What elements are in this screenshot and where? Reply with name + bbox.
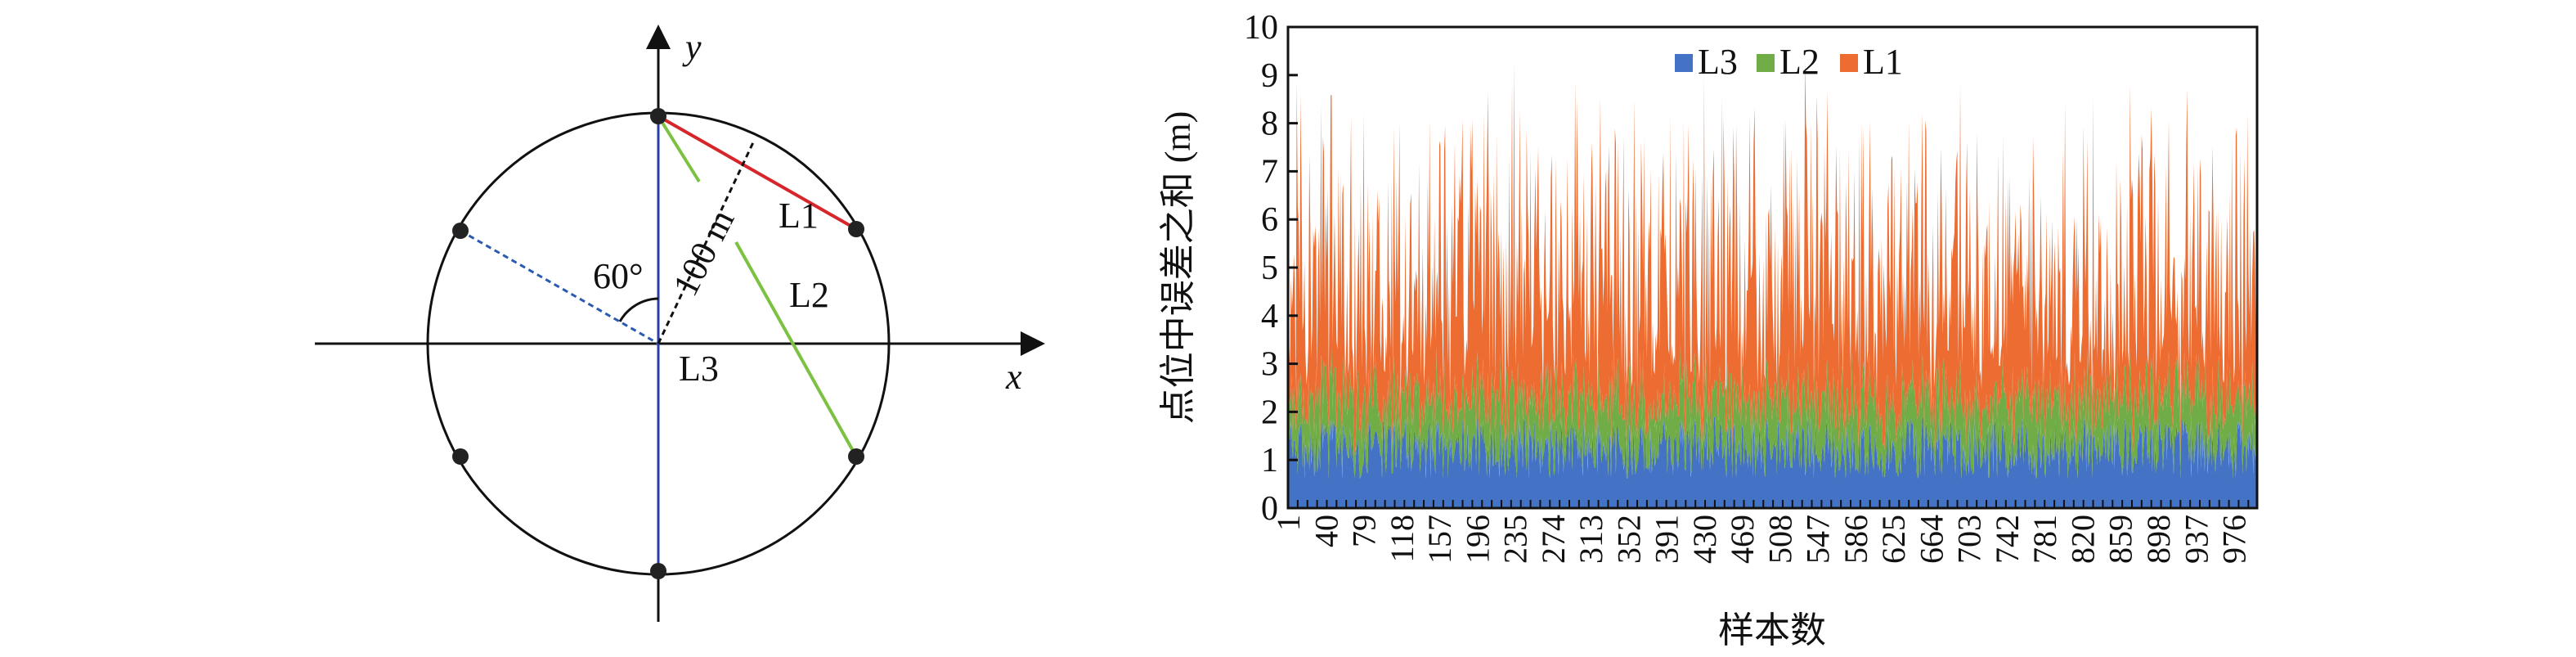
angle-arc	[618, 297, 659, 322]
x-tick-label: 79	[1346, 515, 1383, 547]
x-tick-label: 274	[1535, 515, 1572, 564]
area-L3	[1288, 416, 2257, 508]
y-tick-label: 7	[1261, 153, 1278, 191]
y-tick-label: 1	[1261, 442, 1278, 479]
legend-label-L2: L2	[1779, 42, 1820, 82]
y-tick-label: 3	[1261, 346, 1278, 384]
x-tick-label: 625	[1875, 515, 1912, 564]
y-tick-label: 2	[1261, 394, 1278, 431]
x-tick-label: 1	[1270, 515, 1307, 531]
x-tick-label: 157	[1421, 515, 1458, 564]
point-lower-left	[452, 448, 469, 465]
area-L2	[1288, 344, 2257, 479]
x-tick-label: 313	[1573, 515, 1609, 564]
legend-swatch-L1	[1840, 54, 1858, 72]
y-tick-label: 10	[1244, 9, 1278, 47]
x-tick-label: 40	[1308, 515, 1344, 547]
y-axis-ticks: 0 1 2 3 4 5 6 7 8 9 10	[1244, 9, 1298, 528]
label-L2: L2	[789, 275, 829, 315]
x-tick-label: 508	[1761, 515, 1798, 564]
point-bottom	[650, 563, 666, 579]
y-axis-title: 点位中误差之和 (m)	[1158, 111, 1198, 425]
dashed-radius-left	[460, 229, 659, 345]
x-tick-label: 976	[2216, 515, 2253, 564]
dashed-radius-right	[657, 140, 756, 344]
x-tick-label: 586	[1838, 515, 1874, 564]
line-L1	[657, 115, 857, 231]
point-upper-right	[848, 221, 864, 237]
label-L1: L1	[779, 196, 819, 236]
x-tick-label: 781	[2026, 515, 2063, 564]
x-tick-label: 118	[1384, 515, 1420, 563]
x-tick-label: 742	[1989, 515, 2026, 564]
y-axis-label: y	[682, 27, 702, 67]
x-tick-label: 430	[1686, 515, 1723, 564]
x-tick-label: 235	[1497, 515, 1534, 564]
legend-label-L3: L3	[1698, 42, 1738, 82]
x-tick-label: 469	[1724, 515, 1761, 564]
x-tick-label: 547	[1800, 515, 1837, 564]
x-axis-ticks: 1 40 79 118 157 196 235 274 313 352 391 430 469 508 54…	[1270, 500, 2253, 564]
legend-swatch-L2	[1757, 54, 1775, 72]
y-tick-label: 8	[1261, 106, 1278, 143]
point-lower-right	[848, 448, 864, 465]
legend-swatch-L3	[1675, 54, 1693, 72]
point-upper-left	[452, 223, 469, 239]
y-tick-label: 0	[1261, 490, 1278, 528]
x-tick-label: 859	[2103, 515, 2139, 564]
radius-label: 100 m	[665, 203, 742, 302]
x-axis-label: x	[1005, 357, 1022, 397]
line-L2-lower	[734, 241, 858, 457]
x-tick-label: 352	[1610, 515, 1647, 564]
label-L3: L3	[679, 349, 719, 389]
x-tick-label: 937	[2178, 515, 2215, 564]
line-L2-upper	[657, 115, 701, 183]
angle-label: 60°	[593, 256, 644, 296]
x-axis-title: 样本数	[1718, 610, 1826, 650]
y-tick-label: 5	[1261, 250, 1278, 287]
y-tick-label: 4	[1261, 298, 1278, 335]
x-tick-label: 820	[2064, 515, 2101, 564]
x-tick-label: 898	[2140, 515, 2177, 564]
y-tick-label: 6	[1261, 201, 1278, 239]
geometry-diagram: y x 60° 100 m L1 L2 L3	[315, 25, 1045, 622]
point-top	[650, 108, 666, 124]
plot-areas	[1288, 61, 2257, 508]
y-tick-label: 9	[1261, 57, 1278, 95]
x-tick-label: 391	[1649, 515, 1685, 564]
x-tick-label: 664	[1913, 515, 1950, 564]
x-tick-label: 703	[1951, 515, 1988, 564]
legend-label-L1: L1	[1863, 42, 1903, 82]
legend: L3 L2 L1	[1675, 42, 1903, 82]
x-tick-label: 196	[1459, 515, 1496, 564]
area-L1	[1288, 61, 2257, 457]
